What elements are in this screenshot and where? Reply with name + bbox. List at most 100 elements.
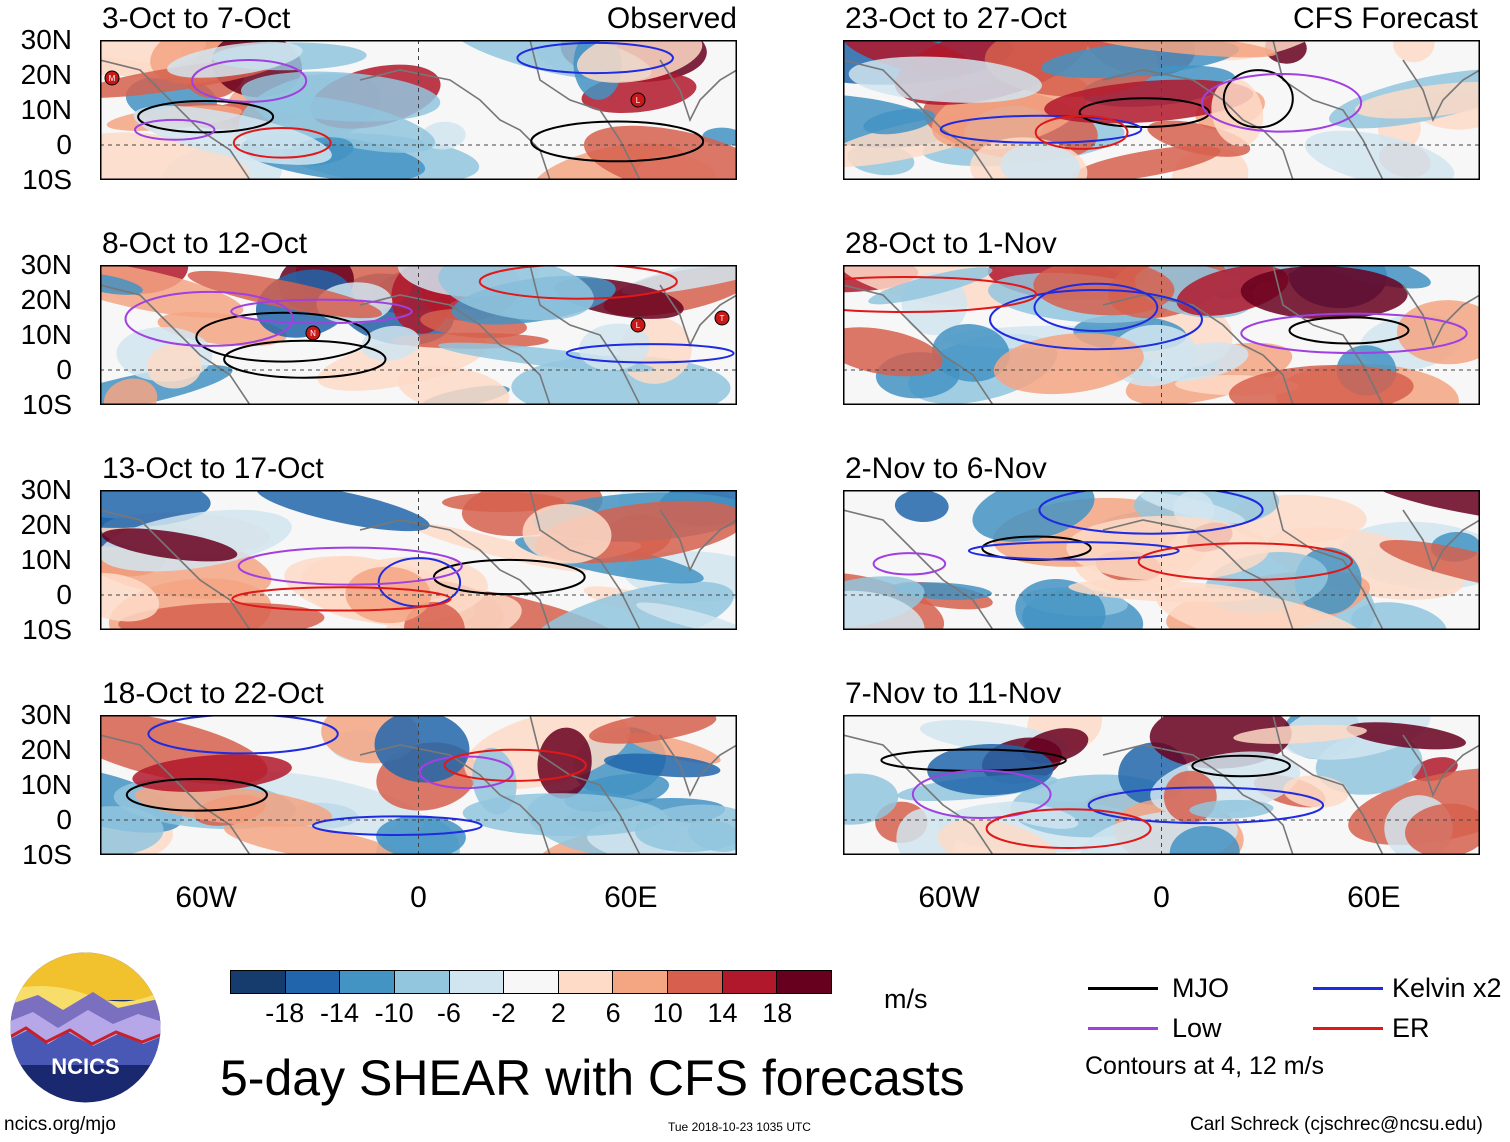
- shear-shading-blob: [1082, 40, 1277, 58]
- low-contour: [124, 290, 295, 347]
- storm-marker-label: L: [636, 96, 641, 105]
- shear-shading-blob: [134, 784, 333, 827]
- shear-shading-blob: [998, 801, 1079, 829]
- coastline: [100, 265, 737, 405]
- panel-title-left-3: 13-Oct to 17-Oct: [102, 452, 324, 485]
- shear-shading-blob: [101, 528, 238, 562]
- shear-map-panel: [843, 265, 1480, 405]
- er-contour: [843, 276, 1038, 313]
- colorbar: [230, 970, 832, 994]
- colorbar-tick-label: -6: [436, 998, 461, 1028]
- shear-shading-blob: [1379, 539, 1480, 592]
- low-contour: [911, 769, 1052, 820]
- shear-shading-blob: [240, 71, 441, 122]
- colorbar-swatch: [777, 971, 832, 993]
- shear-shading-blob: [843, 773, 899, 825]
- shear-shading-blob: [579, 323, 650, 371]
- shear-shading-blob: [376, 815, 466, 855]
- timestamp: Tue 2018-10-23 1035 UTC: [668, 1120, 811, 1134]
- panel-border: [843, 265, 1480, 405]
- forecast-tag: CFS Forecast: [1292, 2, 1478, 35]
- storm-marker-icon: [714, 310, 730, 326]
- lat-label: 10S: [22, 389, 72, 420]
- er-contour: [443, 748, 587, 782]
- colorbar-swatch: [449, 971, 505, 993]
- lon-label: 60E: [604, 881, 658, 914]
- shear-shading-blob: [604, 753, 721, 778]
- colorbar-swatch: [613, 971, 669, 993]
- kelvin-contour: [1038, 490, 1264, 535]
- lat-label: 20N: [20, 509, 72, 540]
- coastline: [843, 40, 1480, 180]
- panel-title-right-3: 2-Nov to 6-Nov: [845, 452, 1047, 485]
- shear-shading-blob: [146, 344, 202, 389]
- mjo-contour: [125, 778, 268, 812]
- lat-label: 20N: [20, 734, 72, 765]
- legend-kelvin-line: [1313, 987, 1383, 990]
- storm-marker-label: L: [636, 321, 641, 330]
- lat-label: 30N: [20, 249, 72, 280]
- shear-shading-blob: [132, 754, 292, 792]
- colorbar-tick-label: 14: [707, 998, 738, 1028]
- shear-shading-blob: [621, 265, 737, 295]
- lon-label: 60W: [918, 881, 980, 914]
- shear-shading-blob: [1283, 775, 1349, 808]
- shear-shading-blob: [361, 325, 420, 361]
- shear-shading-blob: [1071, 145, 1221, 180]
- shear-map-panel: [100, 715, 737, 855]
- coastline: [100, 40, 737, 180]
- colorbar-swatch: [722, 971, 778, 993]
- shear-map-panel: ML: [100, 40, 737, 180]
- lon-label: 0: [410, 881, 427, 914]
- colorbar-tick-label: 6: [605, 998, 621, 1028]
- shear-shading-blob: [1068, 579, 1262, 603]
- storm-marker-label: T: [720, 314, 725, 323]
- er-contour: [231, 586, 452, 612]
- website-link[interactable]: ncics.org/mjo: [4, 1114, 116, 1135]
- mjo-contour: [1078, 97, 1211, 128]
- shear-shading-blob: [927, 743, 1054, 796]
- legend-mjo-line: [1088, 987, 1158, 990]
- shear-shading-blob: [1346, 722, 1466, 750]
- lat-label: 0: [56, 354, 72, 385]
- low-contour: [230, 298, 413, 325]
- mjo-contour: [1222, 69, 1294, 129]
- shear-shading-blob: [100, 273, 143, 295]
- shear-shading-blob: [100, 573, 160, 622]
- panel-title-right-1: 23-Oct to 27-Oct: [845, 2, 1067, 35]
- mjo-contour: [530, 120, 705, 163]
- shear-shading-blob: [391, 332, 549, 349]
- shear-shading-blob: [1189, 799, 1274, 819]
- colorbar-tick-label: -14: [319, 998, 359, 1028]
- figure-title: 5-day SHEAR with CFS forecasts: [220, 1050, 965, 1106]
- lat-label: 0: [56, 129, 72, 160]
- colorbar-swatch: [668, 971, 723, 993]
- shear-shading-blob: [843, 590, 925, 630]
- colorbar-tick-label: 10: [652, 998, 683, 1028]
- shear-shading-blob: [211, 771, 425, 836]
- lat-label: 30N: [20, 474, 72, 505]
- er-contour: [1034, 114, 1129, 150]
- lat-label: 20N: [20, 284, 72, 315]
- shear-map-panel: [843, 40, 1480, 180]
- kelvin-contour: [1033, 282, 1159, 333]
- lat-label: 10N: [20, 544, 72, 575]
- panel-border: [100, 715, 737, 855]
- er-contour: [232, 127, 332, 159]
- shear-shading-blob: [1240, 266, 1408, 320]
- shear-shading-blob: [932, 324, 1010, 382]
- lat-label: 30N: [20, 699, 72, 730]
- shear-shading-blob: [894, 490, 949, 523]
- shear-shading-blob: [634, 804, 737, 853]
- lon-label: 0: [1153, 881, 1170, 914]
- mjo-contour: [223, 339, 387, 379]
- low-contour: [237, 546, 463, 586]
- panel-title-left-1: 3-Oct to 7-Oct: [102, 2, 291, 35]
- mjo-contour: [195, 311, 371, 363]
- shear-shading-blob: [187, 270, 382, 319]
- shear-map-panel: N L T: [100, 265, 737, 405]
- shear-map-panel: [843, 490, 1480, 630]
- lat-label: 10N: [20, 94, 72, 125]
- er-contour: [1137, 542, 1353, 581]
- kelvin-contour: [147, 715, 339, 755]
